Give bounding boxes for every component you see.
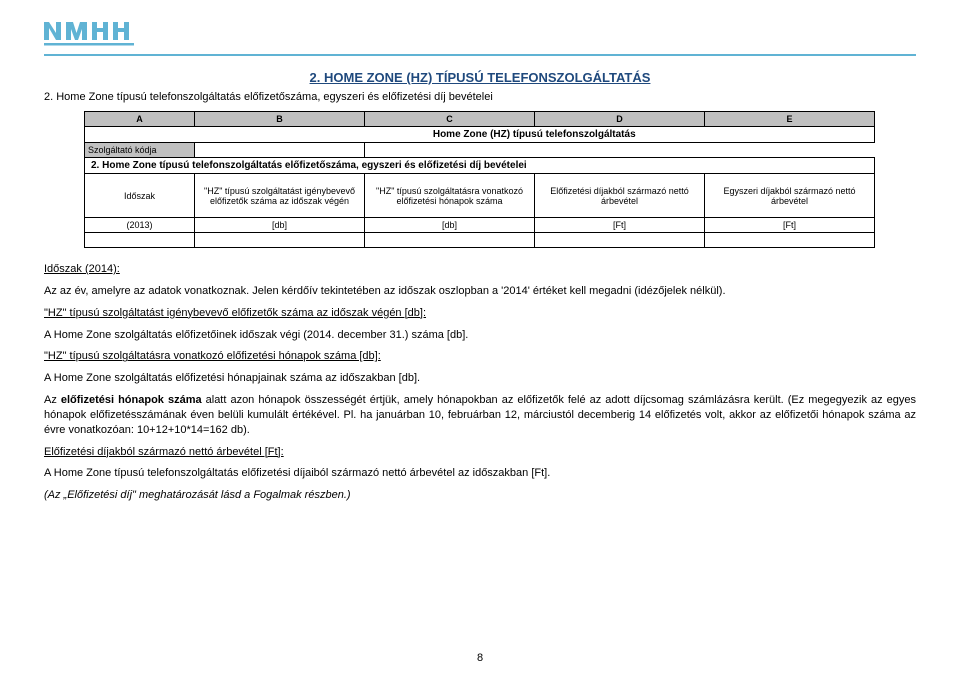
table-main-title: Home Zone (HZ) típusú telefonszolgáltatá… (195, 127, 875, 143)
period-label: Időszak (2014): (44, 263, 120, 275)
paragraph: A Home Zone szolgáltatás előfizetési hón… (44, 371, 916, 386)
header-divider (44, 54, 916, 56)
table-cell (705, 233, 875, 248)
paragraph: (Az „Előfizetési díj" meghatározását lás… (44, 488, 916, 503)
page-number: 8 (0, 652, 960, 664)
col-letter: C (365, 112, 535, 127)
table-header: "HZ" típusú szolgáltatást igénybevevő el… (195, 174, 365, 218)
table-unit: [Ft] (535, 218, 705, 233)
paragraph: Az az év, amelyre az adatok vonatkoznak.… (44, 284, 916, 299)
table-header: Időszak (85, 174, 195, 218)
paragraph: Az előfizetési hónapok száma alatt azon … (44, 393, 916, 438)
paragraph: A Home Zone szolgáltatás előfizetőinek i… (44, 328, 916, 343)
section-subtitle: 2. Home Zone típusú telefonszolgáltatás … (44, 91, 916, 103)
col-letter: E (705, 112, 875, 127)
nmhh-logo (44, 18, 154, 46)
paragraph: A Home Zone típusú telefonszolgáltatás e… (44, 466, 916, 481)
body-heading: Előfizetési díjakból származó nettó árbe… (44, 446, 284, 458)
table-unit: [db] (365, 218, 535, 233)
col-letter: D (535, 112, 705, 127)
provider-code-cell (195, 143, 365, 158)
provider-code-label: Szolgáltató kódja (85, 143, 195, 158)
table-header: "HZ" típusú szolgáltatásra vonatkozó elő… (365, 174, 535, 218)
table-unit: [Ft] (705, 218, 875, 233)
table-cell (365, 233, 535, 248)
table-unit: (2013) (85, 218, 195, 233)
table-section-head: 2. Home Zone típusú telefonszolgáltatás … (85, 158, 875, 174)
table-header: Előfizetési díjakból származó nettó árbe… (535, 174, 705, 218)
col-letter: A (85, 112, 195, 127)
table-cell (535, 233, 705, 248)
table-cell (195, 233, 365, 248)
body-heading: "HZ" típusú szolgáltatásra vonatkozó elő… (44, 350, 381, 362)
section-title: 2. HOME ZONE (HZ) TÍPUSÚ TELEFONSZOLGÁLT… (44, 70, 916, 85)
body-text: Időszak (2014): Az az év, amelyre az ada… (44, 262, 916, 503)
table-unit: [db] (195, 218, 365, 233)
table-cell (85, 233, 195, 248)
table-header: Egyszeri díjakból származó nettó árbevét… (705, 174, 875, 218)
data-table: A B C D E Home Zone (HZ) típusú telefons… (84, 111, 874, 248)
body-heading: "HZ" típusú szolgáltatást igénybevevő el… (44, 307, 426, 319)
col-letter: B (195, 112, 365, 127)
